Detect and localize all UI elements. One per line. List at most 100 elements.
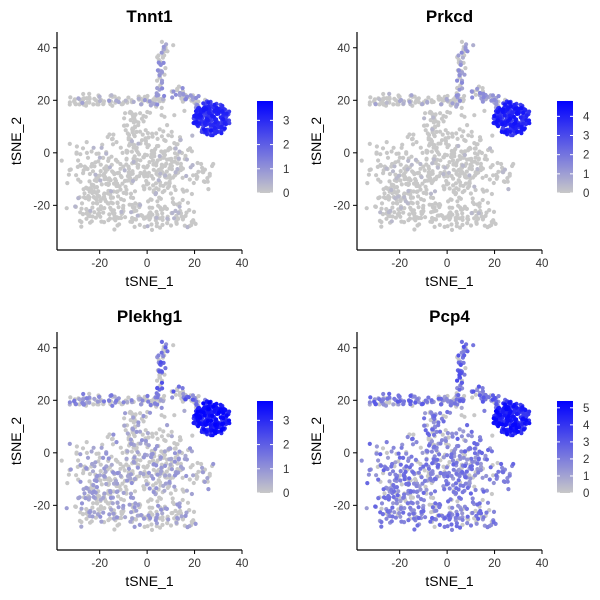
cell-point: [59, 458, 64, 463]
cell-point: [159, 50, 164, 55]
cell-point: [408, 393, 413, 398]
cell-point: [119, 497, 124, 502]
cell-point: [149, 148, 154, 154]
cell-point: [79, 224, 84, 229]
cell-point: [102, 466, 107, 471]
cell-point: [444, 453, 450, 458]
cell-point: [462, 152, 467, 158]
cell-point: [443, 128, 448, 133]
cell-point: [502, 102, 508, 107]
cell-point: [120, 102, 125, 107]
cell-point: [196, 469, 201, 474]
cell-point: [156, 178, 161, 183]
cell-point: [81, 402, 86, 407]
cell-point: [424, 487, 429, 492]
cell-point: [68, 95, 73, 100]
cell-point: [468, 446, 473, 451]
cell-point: [487, 208, 492, 213]
cell-point: [415, 523, 420, 528]
cell-point: [401, 399, 407, 404]
cell-point: [154, 524, 159, 529]
cell-point: [162, 137, 167, 143]
cell-point: [459, 39, 464, 45]
cell-point: [454, 397, 459, 402]
cell-point: [125, 431, 130, 436]
cell-point: [401, 155, 406, 160]
cell-point: [482, 156, 487, 162]
cell-point: [480, 399, 485, 404]
cell-point: [460, 490, 465, 495]
cell-point: [427, 178, 432, 183]
cell-point: [417, 222, 422, 227]
cell-point: [412, 227, 417, 232]
cell-point: [153, 446, 158, 452]
cell-point: [401, 455, 406, 460]
colorbar-tick-label: 2: [583, 150, 589, 162]
colorbar-tick-label: 1: [583, 169, 589, 181]
cell-point: [157, 99, 162, 104]
cell-point: [121, 190, 126, 195]
cell-point: [447, 486, 452, 491]
cell-point: [152, 154, 157, 159]
cell-point: [451, 462, 456, 467]
cell-point: [83, 496, 88, 501]
cell-point: [373, 204, 378, 209]
cell-point: [109, 93, 114, 98]
cell-point: [124, 487, 129, 492]
cell-point: [146, 199, 151, 204]
cell-point: [367, 441, 372, 446]
cell-point: [155, 158, 160, 163]
cell-point: [378, 510, 383, 515]
cell-point: [159, 380, 165, 385]
cell-point: [374, 451, 379, 456]
cell-point: [423, 215, 428, 220]
cell-point: [507, 113, 512, 118]
cell-point: [507, 100, 512, 105]
cell-point: [162, 437, 167, 443]
cell-point: [463, 475, 468, 480]
cell-point: [494, 476, 499, 481]
cell-point: [514, 129, 520, 135]
cell-point: [129, 449, 134, 454]
cell-point: [121, 490, 126, 495]
cell-point: [127, 178, 132, 183]
cell-point: [123, 98, 128, 103]
cell-point: [394, 501, 399, 506]
cell-point: [101, 155, 106, 160]
cell-point: [115, 500, 120, 505]
cell-point: [359, 158, 364, 163]
cell-point: [91, 501, 96, 506]
cell-point: [500, 125, 505, 131]
cell-point: [412, 394, 417, 399]
cell-point: [420, 481, 425, 486]
cell-point: [99, 182, 104, 187]
cell-point: [450, 505, 455, 510]
cell-point: [201, 169, 206, 174]
cell-point: [76, 458, 81, 463]
cell-point: [157, 495, 162, 500]
cell-point: [91, 189, 97, 194]
cell-point: [419, 215, 424, 221]
cell-point: [507, 400, 512, 405]
cell-point: [218, 402, 223, 407]
cell-point: [178, 137, 183, 142]
cell-point: [203, 120, 208, 125]
cell-point: [491, 473, 496, 478]
cell-point: [457, 495, 462, 500]
cell-point: [110, 501, 115, 506]
cell-point: [109, 137, 115, 142]
cell-point: [521, 417, 526, 422]
cell-point: [495, 160, 500, 166]
panel-title: Plekhg1: [117, 307, 182, 326]
cell-point: [140, 132, 145, 137]
cell-point: [80, 146, 86, 151]
cell-point: [181, 391, 186, 397]
cell-point: [125, 123, 130, 128]
cell-point: [172, 501, 177, 507]
cell-point: [189, 223, 194, 228]
cell-point: [89, 182, 94, 187]
cell-point: [449, 148, 454, 154]
cell-point: [93, 196, 98, 201]
